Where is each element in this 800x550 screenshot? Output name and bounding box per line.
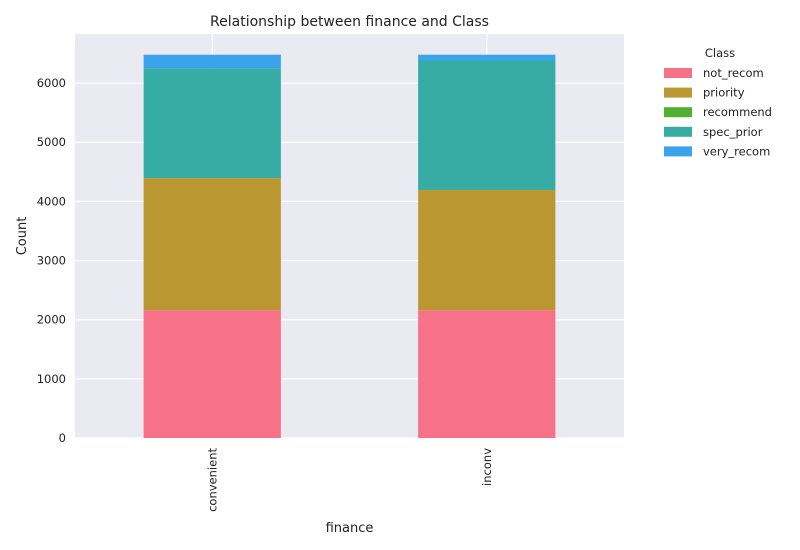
x-tick-label: convenient [205,448,219,512]
legend-label-recommend: recommend [703,105,772,119]
legend: Class not_recom priority recommend spec_pri… [664,46,772,158]
y-tick-label: 3000 [37,254,66,268]
chart-title: Relationship between finance and Class [210,14,489,30]
legend-swatch-priority [664,87,692,98]
bar-spec_prior-inconv [418,60,556,190]
legend-swatch-very_recom [664,146,692,157]
bar-priority-convenient [143,178,281,311]
legend-swatch-recommend [664,107,692,118]
legend-title: Class [705,46,735,60]
bar-very_recom-convenient [143,54,281,69]
legend-label-priority: priority [703,86,745,100]
y-tick-labels: 0 1000 2000 3000 4000 5000 6000 [37,76,66,445]
y-tick-label: 1000 [37,372,66,386]
bars [143,54,556,438]
legend-swatch-spec_prior [664,126,692,137]
y-tick-label: 6000 [37,76,66,90]
x-tick-labels: convenient inconv [205,448,494,512]
bar-not_recom-inconv [418,310,556,438]
x-axis-label: finance [326,521,374,536]
bar-spec_prior-convenient [143,68,281,179]
legend-label-spec_prior: spec_prior [703,125,763,139]
bar-very_recom-inconv [418,54,556,61]
legend-label-not_recom: not_recom [703,66,764,80]
legend-swatch-not_recom [664,68,692,78]
bar-not_recom-convenient [143,310,281,438]
y-tick-label: 4000 [37,194,66,208]
x-tick-label: inconv [480,448,494,486]
y-tick-label: 2000 [37,313,66,327]
y-tick-label: 0 [59,431,66,445]
legend-label-very_recom: very_recom [703,144,770,158]
bar-priority-inconv [418,189,556,311]
y-tick-label: 5000 [37,135,66,149]
y-axis-label: Count [15,217,30,256]
